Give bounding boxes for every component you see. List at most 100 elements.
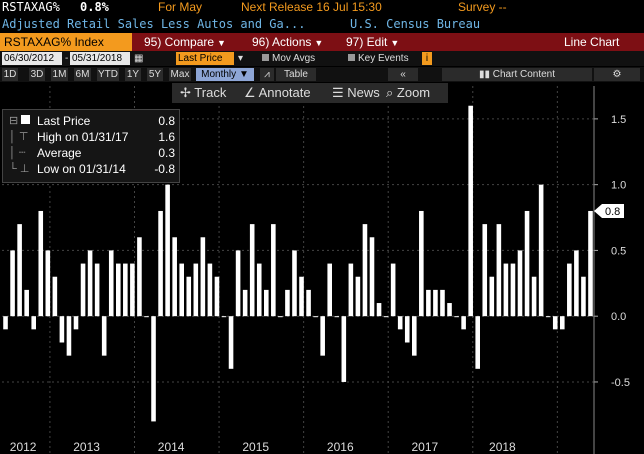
bar[interactable] <box>419 210 424 317</box>
bar[interactable] <box>397 316 403 330</box>
bar[interactable] <box>221 316 227 318</box>
bar[interactable] <box>193 263 199 317</box>
bar[interactable] <box>87 250 93 317</box>
bar[interactable] <box>588 210 593 317</box>
bar[interactable] <box>101 316 107 356</box>
bar[interactable] <box>52 276 58 317</box>
bar[interactable] <box>560 316 565 330</box>
bar[interactable] <box>461 316 466 330</box>
bar[interactable] <box>574 250 579 317</box>
bar[interactable] <box>228 316 234 369</box>
bar[interactable] <box>390 263 396 317</box>
bar[interactable] <box>264 289 269 317</box>
bar[interactable] <box>404 316 410 343</box>
bar[interactable] <box>538 184 544 317</box>
bar[interactable] <box>38 210 44 317</box>
bar[interactable] <box>151 316 156 422</box>
bar[interactable] <box>412 316 417 356</box>
bar[interactable] <box>271 224 276 317</box>
actions-menu[interactable]: 96) Actions ▼ <box>248 33 348 51</box>
news-button[interactable]: ☰ News <box>332 83 380 103</box>
bar[interactable] <box>137 237 142 317</box>
bar[interactable] <box>313 316 318 318</box>
chart-content-button[interactable]: ▮▮ Chart Content <box>442 68 592 81</box>
bar[interactable] <box>433 289 438 317</box>
calendar-icon[interactable]: ▦ <box>134 53 144 64</box>
bar[interactable] <box>482 224 488 317</box>
bar[interactable] <box>524 210 530 317</box>
bar[interactable] <box>3 316 8 330</box>
mov-avgs-toggle[interactable]: Mov Avgs <box>260 52 330 65</box>
bar[interactable] <box>447 303 452 317</box>
chart-legend[interactable]: ⊟ Last Price 0.8 │ ⊤ High on 01/31/17 1.… <box>2 109 180 183</box>
bar[interactable] <box>256 263 262 317</box>
bar[interactable] <box>45 250 51 317</box>
bar[interactable] <box>278 316 283 318</box>
table-button[interactable]: Table <box>276 68 316 81</box>
track-button[interactable]: ✢ Track <box>180 83 226 103</box>
bar[interactable] <box>108 250 114 317</box>
bar[interactable] <box>116 263 121 317</box>
bar[interactable] <box>158 210 163 317</box>
bar[interactable] <box>341 316 347 382</box>
start-date-input[interactable]: 06/30/2012 <box>2 52 62 65</box>
bar[interactable] <box>327 263 332 317</box>
bar[interactable] <box>285 289 290 317</box>
bar[interactable] <box>545 316 551 318</box>
period-6m[interactable]: 6M <box>74 68 91 81</box>
period-1y[interactable]: 1Y <box>125 68 141 81</box>
bar[interactable] <box>581 276 586 317</box>
bar[interactable] <box>24 289 29 317</box>
bar[interactable] <box>292 250 297 317</box>
bar[interactable] <box>334 316 340 318</box>
period-1m[interactable]: 1M <box>51 68 68 81</box>
period-ytd[interactable]: YTD <box>97 68 119 81</box>
bar[interactable] <box>440 289 445 317</box>
end-date-input[interactable]: 05/31/2018 <box>70 52 130 65</box>
bar[interactable] <box>454 316 459 318</box>
bar[interactable] <box>362 224 368 317</box>
period-max[interactable]: Max <box>169 68 191 81</box>
bar[interactable] <box>376 303 382 317</box>
bar[interactable] <box>165 184 170 317</box>
bar[interactable] <box>31 316 36 330</box>
bar[interactable] <box>200 237 206 317</box>
compare-menu[interactable]: 95) Compare ▼ <box>140 33 230 51</box>
bar[interactable] <box>320 316 325 356</box>
period-3d[interactable]: 3D <box>29 68 45 81</box>
bar[interactable] <box>179 263 184 317</box>
bar[interactable] <box>172 237 177 317</box>
period-1d[interactable]: 1D <box>2 68 18 81</box>
bar[interactable] <box>242 289 248 317</box>
bar[interactable] <box>489 276 495 317</box>
bar[interactable] <box>552 316 558 330</box>
frequency-select[interactable]: Monthly ▼ <box>196 68 254 81</box>
double-chevron-left-icon[interactable]: « <box>388 68 418 81</box>
bar[interactable] <box>17 224 22 317</box>
line-chart-icon[interactable]: ⩘ <box>260 68 274 81</box>
bar[interactable] <box>10 250 15 317</box>
bar[interactable] <box>369 237 375 317</box>
zoom-button[interactable]: ⌕ Zoom <box>386 83 430 103</box>
info-icon[interactable]: i <box>422 52 432 65</box>
field-select[interactable]: Last Price <box>176 52 234 65</box>
bar[interactable] <box>468 105 473 317</box>
bar[interactable] <box>207 263 213 317</box>
bar[interactable] <box>73 316 79 330</box>
period-5y[interactable]: 5Y <box>147 68 163 81</box>
security-input[interactable]: RSTAXAG% Index <box>0 33 132 51</box>
bar[interactable] <box>214 276 220 317</box>
bar[interactable] <box>186 276 192 317</box>
bar[interactable] <box>383 316 389 318</box>
bar[interactable] <box>130 263 135 317</box>
bar[interactable] <box>249 224 255 317</box>
bar[interactable] <box>235 250 241 317</box>
bar[interactable] <box>426 289 431 317</box>
bar[interactable] <box>531 276 537 317</box>
bar[interactable] <box>299 276 304 317</box>
bar[interactable] <box>144 316 149 318</box>
gear-icon[interactable]: ⚙ <box>594 68 640 81</box>
annotate-button[interactable]: ∠ Annotate <box>244 83 311 103</box>
bar[interactable] <box>66 316 72 356</box>
